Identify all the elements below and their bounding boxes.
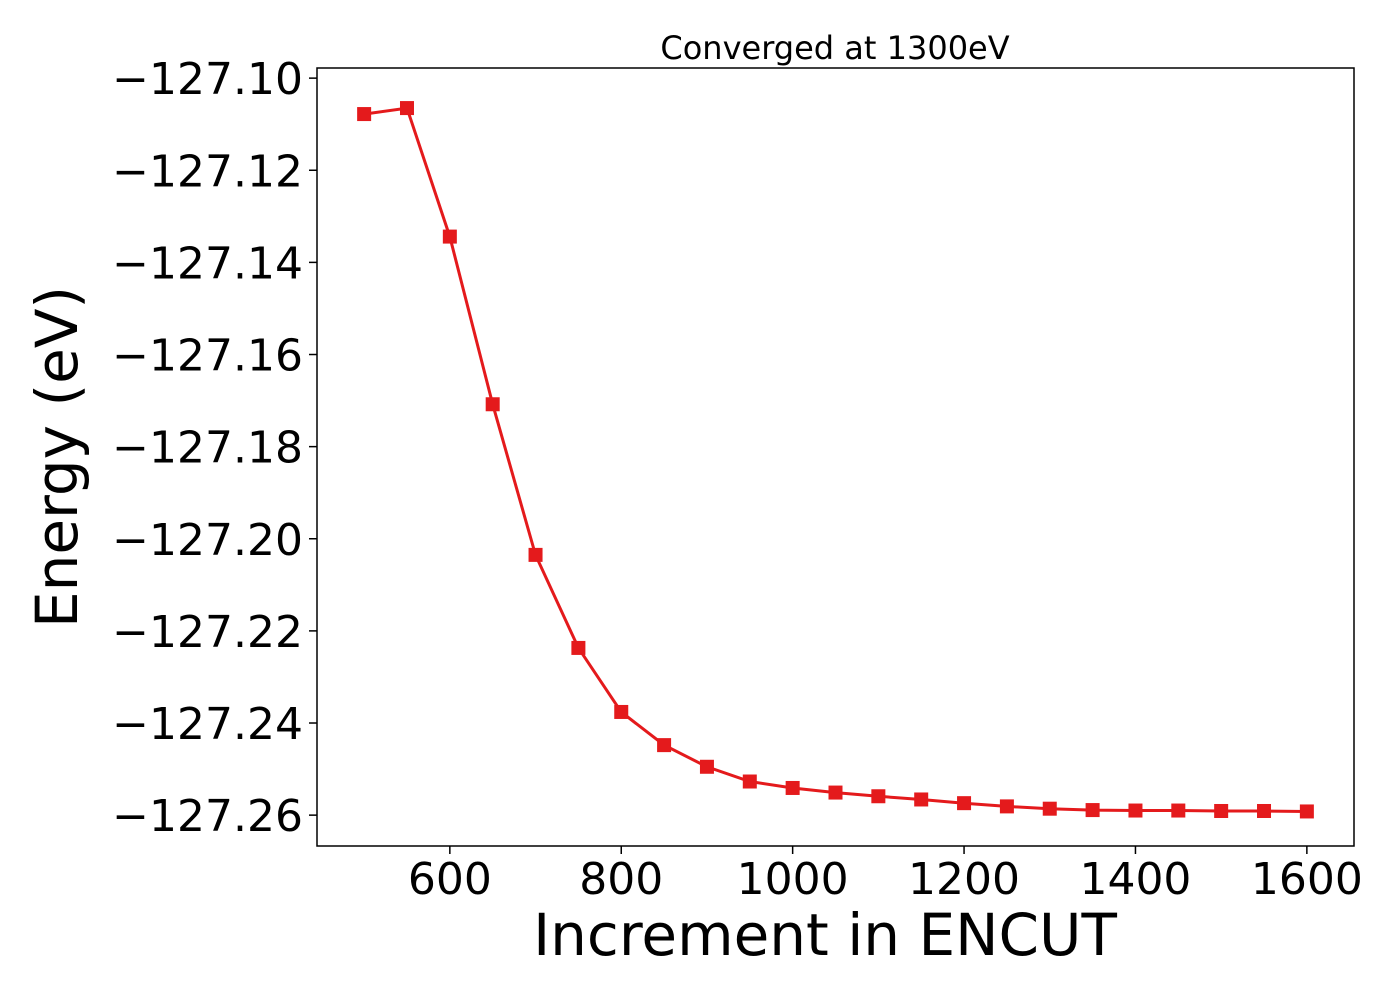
data-point [1299,804,1314,819]
chart-title: Converged at 1300eV [660,29,1009,67]
plot-area [316,67,1355,847]
y-tick-label: −127.24 [112,699,303,750]
x-tick-label: 800 [579,854,663,905]
data-point [399,101,414,116]
x-tick-label: 1400 [1079,854,1191,905]
x-tick-label: 1600 [1251,854,1363,905]
data-point [485,397,500,412]
series-markers [357,101,1314,819]
data-point [614,704,629,719]
y-tick-label: −127.10 [112,54,303,105]
data-point [1171,803,1186,818]
data-point [828,785,843,800]
y-axis: −127.10 −127.12 −127.14 −127.16 −127.18 −127.… [112,54,317,842]
data-point [871,789,886,804]
data-point [571,640,586,655]
data-point [442,229,457,244]
x-tick-label: 600 [408,854,492,905]
y-tick-label: −127.22 [112,607,303,658]
data-point [357,107,372,122]
data-point [528,547,543,562]
x-tick-label: 1200 [908,854,1020,905]
data-point [957,796,972,811]
y-axis-title: Energy (eV) [23,286,91,628]
x-tick-label: 1000 [737,854,849,905]
data-point [1128,803,1143,818]
y-tick-label: −127.16 [112,331,303,382]
x-axis: 600 800 1000 1200 1400 1600 [408,846,1363,905]
data-point [657,738,672,753]
data-point [1257,803,1272,818]
data-point [699,759,714,774]
data-point [1214,803,1229,818]
data-point [1042,801,1057,816]
x-axis-title: Increment in ENCUT [533,901,1117,969]
y-tick-label: −127.18 [112,423,303,474]
y-tick-label: −127.12 [112,146,303,197]
data-point [1085,803,1100,818]
data-point [914,792,929,807]
data-point [999,799,1014,814]
y-tick-label: −127.20 [112,515,303,566]
y-tick-label: −127.14 [112,238,303,289]
y-tick-label: −127.26 [112,791,303,842]
data-point [742,774,757,789]
data-point [785,780,800,795]
